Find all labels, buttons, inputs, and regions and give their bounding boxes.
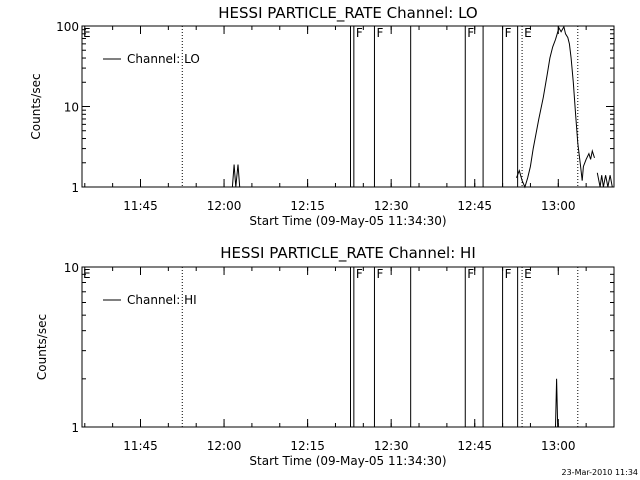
x-tick-label: 12:00 <box>207 199 242 213</box>
y-axis-label: Counts/sec <box>29 73 43 139</box>
x-tick-label: 12:45 <box>457 439 492 453</box>
x-tick-label: 13:00 <box>541 439 576 453</box>
x-tick-label: 12:15 <box>290 439 325 453</box>
y-tick-label: 1 <box>71 421 79 435</box>
flag-label: E <box>83 26 91 40</box>
flag-label: F <box>356 267 363 281</box>
x-tick-label: 13:00 <box>541 199 576 213</box>
x-tick-label: 12:30 <box>374 199 409 213</box>
x-tick-label: 11:45 <box>123 439 158 453</box>
chart-title: HESSI PARTICLE_RATE Channel: HI <box>220 244 476 263</box>
y-tick-label: 1 <box>71 181 79 195</box>
series-line <box>231 164 241 188</box>
series-line <box>555 378 559 428</box>
chart-panel-lo: HESSI PARTICLE_RATE Channel: LO 11:45 12:0… <box>29 4 615 228</box>
plot-frame <box>81 266 615 428</box>
series-line <box>596 172 613 188</box>
flag-label: F <box>467 267 474 281</box>
y-axis-label: Counts/sec <box>35 314 49 380</box>
flag-label: E <box>524 267 532 281</box>
flag-label: E <box>83 267 91 281</box>
series-line <box>581 149 595 181</box>
footer-timestamp: 23-Mar-2010 11:34 <box>562 468 639 477</box>
series-line <box>516 25 583 189</box>
flag-label: F <box>376 267 383 281</box>
y-tick-label: 10 <box>64 261 79 275</box>
x-tick-label: 12:15 <box>290 199 325 213</box>
x-tick-label: 11:45 <box>123 199 158 213</box>
legend-label: Channel: LO <box>127 52 200 66</box>
x-axis-label: Start Time (09-May-05 11:34:30) <box>249 214 446 228</box>
y-tick-label: 100 <box>56 20 79 34</box>
chart-panel-hi: HESSI PARTICLE_RATE Channel: HI 11:45 12:0… <box>35 244 615 468</box>
chart-title: HESSI PARTICLE_RATE Channel: LO <box>218 4 477 23</box>
x-tick-label: 12:30 <box>374 439 409 453</box>
flag-label: F <box>376 26 383 40</box>
plot-frame <box>81 25 615 188</box>
flag-label: F <box>356 26 363 40</box>
flag-label: E <box>524 26 532 40</box>
flag-label: F <box>505 267 512 281</box>
flag-label: F <box>505 26 512 40</box>
x-tick-label: 12:45 <box>457 199 492 213</box>
flag-label: F <box>467 26 474 40</box>
legend-label: Channel: HI <box>127 293 197 307</box>
x-axis-label: Start Time (09-May-05 11:34:30) <box>249 454 446 468</box>
x-tick-label: 12:00 <box>207 439 242 453</box>
y-tick-label: 10 <box>64 101 79 115</box>
